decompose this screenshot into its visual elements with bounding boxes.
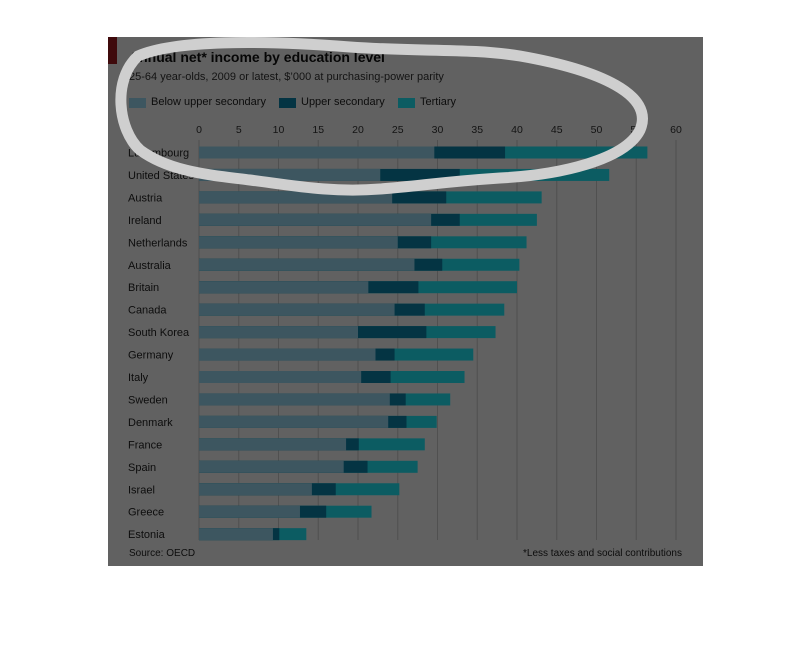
bar-below-upper-secondary [199, 393, 390, 406]
x-tick-label: 40 [511, 124, 523, 136]
footnote: *Less taxes and social contributions [523, 548, 682, 559]
x-tick-label: 0 [196, 124, 202, 136]
x-tick-label: 50 [591, 124, 603, 136]
bar-below-upper-secondary [199, 460, 344, 473]
bar-below-upper-secondary [199, 348, 376, 361]
category-label: Canada [128, 305, 167, 317]
category-label: Spain [128, 462, 156, 474]
x-tick-label: 30 [432, 124, 444, 136]
category-label: Estonia [128, 529, 166, 541]
bar-below-upper-secondary [199, 146, 435, 159]
source-note: Source: OECD [129, 548, 196, 559]
category-label: Austria [128, 192, 163, 204]
x-tick-label: 15 [312, 124, 324, 136]
x-tick-label: 10 [273, 124, 285, 136]
category-label: Germany [128, 350, 174, 362]
bar-below-upper-secondary [199, 213, 432, 226]
bar-below-upper-secondary [199, 438, 347, 451]
category-label: Denmark [128, 417, 173, 429]
bar-below-upper-secondary [199, 191, 393, 204]
bar-below-upper-secondary [199, 258, 415, 271]
category-label: United States [128, 170, 195, 182]
x-tick-label: 20 [352, 124, 364, 136]
bar-below-upper-secondary [199, 505, 300, 518]
bar-below-upper-secondary [199, 326, 358, 339]
category-label: Ireland [128, 215, 162, 227]
bar-below-upper-secondary [199, 303, 395, 316]
x-tick-label: 5 [236, 124, 242, 136]
category-label: Netherlands [128, 237, 188, 249]
x-tick-label: 55 [630, 124, 642, 136]
bar-below-upper-secondary [199, 236, 398, 249]
x-tick-label: 60 [670, 124, 682, 136]
bar-below-upper-secondary [199, 415, 389, 428]
bar-chart-plot: 0 5 10 15 20 25 30 35 40 45 50 55 60 Luxembourg United… [128, 124, 682, 541]
chart-card: Annual net* income by education level 25… [108, 37, 703, 566]
category-label: France [128, 439, 162, 451]
bar-below-upper-secondary [199, 281, 369, 294]
x-tick-label: 45 [551, 124, 563, 136]
category-label: Italy [128, 372, 149, 384]
bar-below-upper-secondary [199, 168, 381, 181]
bar-below-upper-secondary [199, 528, 273, 541]
category-label: Britain [128, 282, 159, 294]
x-tick-label: 35 [471, 124, 483, 136]
category-label: Australia [128, 260, 172, 272]
bar-below-upper-secondary [199, 371, 362, 383]
category-label: South Korea [128, 327, 190, 339]
category-label: Israel [128, 484, 155, 496]
category-label: Greece [128, 507, 164, 519]
category-label: Luxembourg [128, 148, 189, 160]
x-tick-label: 25 [392, 124, 404, 136]
bar-below-upper-secondary [199, 483, 312, 496]
category-label: Sweden [128, 394, 168, 406]
